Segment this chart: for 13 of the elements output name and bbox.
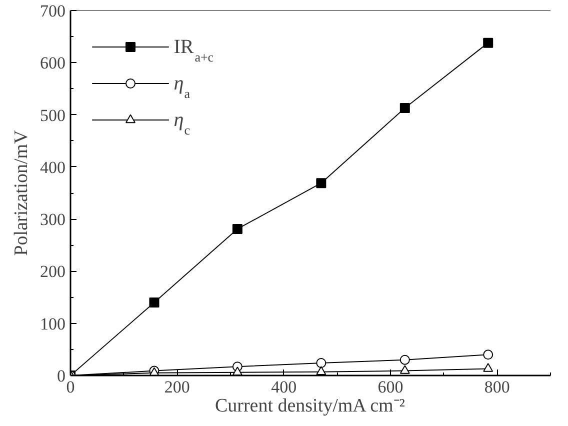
x-tick-label: 600: [378, 378, 404, 396]
y-axis-title: Polarization/mV: [11, 130, 32, 256]
y-tick-label: 700: [40, 2, 66, 20]
x-tick-label: 400: [271, 378, 297, 396]
y-tick-label: 400: [40, 158, 66, 177]
y-tick-label: 200: [40, 262, 66, 282]
y-tick-label: 600: [40, 54, 66, 73]
y-tick-label: 100: [40, 314, 66, 334]
x-tick-label: 200: [164, 378, 190, 396]
x-tick-label: 800: [484, 378, 510, 396]
x-axis-title: Current density/mA cm⁻²: [214, 396, 406, 416]
y-tick-label: 500: [40, 106, 66, 125]
y-tick-label: 300: [40, 210, 66, 230]
